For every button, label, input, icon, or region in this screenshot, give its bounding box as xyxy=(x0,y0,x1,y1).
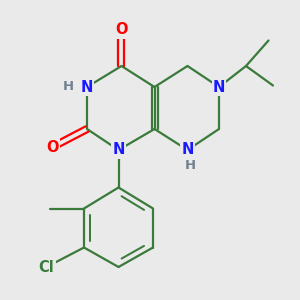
Text: Cl: Cl xyxy=(39,260,54,274)
Text: N: N xyxy=(181,142,194,158)
Text: H: H xyxy=(185,159,196,172)
Text: N: N xyxy=(81,80,93,94)
Text: N: N xyxy=(213,80,225,94)
Text: O: O xyxy=(46,140,59,154)
Text: N: N xyxy=(112,142,125,158)
Text: O: O xyxy=(115,22,128,38)
Text: H: H xyxy=(63,80,74,93)
